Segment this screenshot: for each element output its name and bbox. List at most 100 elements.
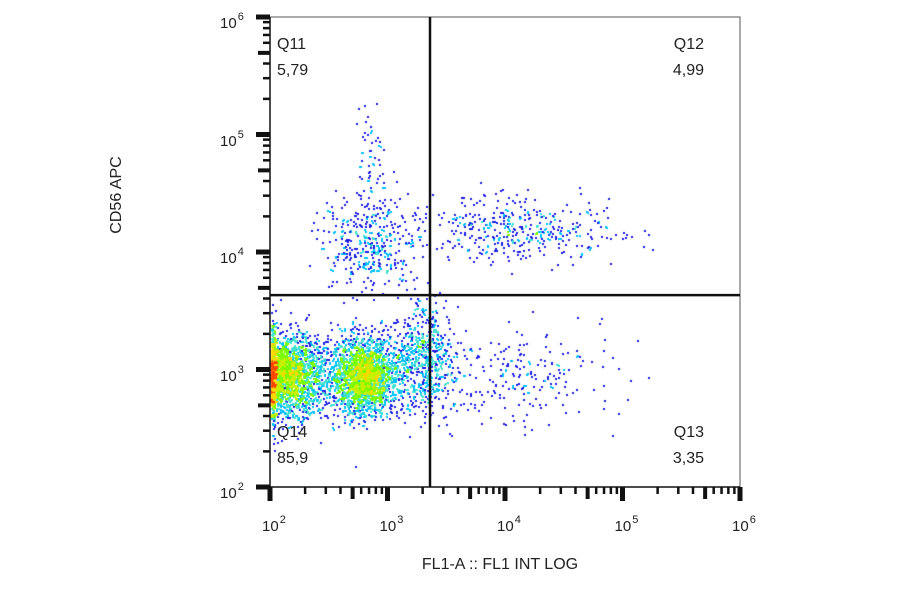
quadrant-name: Q13 [673, 424, 704, 441]
x-minor-tick [339, 487, 342, 494]
y-major-tick [256, 132, 270, 137]
quadrant-percent: 85,9 [277, 450, 309, 467]
x-minor-tick [367, 487, 371, 494]
y-minor-tick [263, 429, 270, 432]
x-axis-label: FL1-A :: FL1 INT LOG [421, 556, 579, 573]
x-minor-tick [380, 487, 384, 494]
x-tick-label: 104 [497, 514, 521, 535]
x-tick-label: 105 [614, 514, 639, 535]
quadrant-percent: 5,79 [277, 62, 309, 79]
y-minor-tick [258, 285, 270, 290]
x-major-tick [620, 487, 625, 501]
y-minor-tick [263, 76, 270, 80]
y-major-tick [256, 14, 270, 20]
y-minor-tick [263, 179, 270, 183]
y-minor-tick [263, 311, 270, 315]
y-minor-tick [263, 414, 270, 418]
y-minor-tick [263, 297, 270, 300]
x-major-tick [267, 487, 273, 501]
y-minor-tick [263, 144, 270, 147]
x-minor-tick [485, 487, 488, 494]
quadrant-name: Q11 [277, 36, 307, 53]
x-minor-tick [456, 487, 460, 494]
x-minor-tick [350, 487, 355, 499]
x-minor-tick [477, 487, 480, 494]
y-minor-tick [263, 20, 270, 24]
y-tick-label: 105 [220, 128, 244, 150]
x-minor-tick [594, 487, 598, 494]
y-minor-tick [263, 268, 270, 272]
x-tick-label: 103 [379, 514, 404, 535]
quadrant-name: Q14 [277, 424, 308, 441]
y-tick-label: 106 [220, 11, 244, 32]
quadrant-q14: Q14 85,9 [277, 423, 308, 469]
y-minor-tick [263, 41, 270, 45]
y-axis-label: CD56 APC [108, 156, 125, 234]
y-minor-tick [263, 215, 270, 218]
y-minor-tick [263, 450, 270, 453]
x-minor-tick [303, 487, 307, 494]
y-minor-tick [263, 97, 270, 101]
y-major-tick [256, 484, 270, 490]
y-minor-tick [258, 50, 270, 55]
y-tick-label: 104 [220, 246, 244, 267]
x-minor-tick [727, 487, 730, 494]
y-minor-tick [263, 159, 270, 162]
x-minor-tick [538, 487, 542, 494]
x-minor-tick [492, 487, 495, 494]
x-minor-tick [421, 487, 424, 494]
y-minor-tick [263, 379, 270, 382]
x-minor-tick [585, 487, 590, 499]
x-minor-tick [574, 487, 577, 494]
quadrant-name: Q12 [673, 36, 704, 53]
y-major-tick [256, 367, 270, 372]
x-tick-label: 106 [732, 514, 756, 535]
x-major-tick [737, 487, 743, 501]
x-minor-tick [656, 487, 659, 494]
x-minor-tick [615, 487, 619, 494]
x-major-tick [502, 487, 508, 501]
y-minor-tick [263, 332, 270, 336]
y-minor-tick [263, 26, 270, 30]
y-minor-tick [258, 168, 270, 173]
x-tick-label: 102 [262, 514, 286, 535]
quadrant-percent: 4,99 [672, 62, 704, 79]
y-tick-label: 102 [220, 481, 244, 502]
y-major-tick [256, 249, 270, 255]
quadrant-q13: Q13 3,35 [640, 423, 704, 469]
x-minor-tick [720, 487, 723, 494]
x-minor-tick [468, 487, 473, 499]
x-minor-tick [733, 487, 736, 494]
y-minor-tick [263, 394, 270, 397]
y-minor-tick [258, 403, 270, 408]
x-minor-tick [677, 487, 680, 494]
x-minor-tick [691, 487, 695, 494]
x-major-tick [385, 487, 390, 501]
y-minor-tick [263, 194, 270, 197]
x-minor-tick [703, 487, 708, 499]
y-minor-tick [263, 151, 270, 154]
y-minor-tick [263, 62, 270, 65]
quadrant-q12: Q12 4,99 [640, 35, 704, 81]
y-minor-tick [263, 261, 270, 265]
y-minor-tick [263, 276, 270, 280]
y-minor-tick [263, 138, 270, 141]
x-minor-tick [324, 487, 328, 494]
y-minor-tick [263, 33, 270, 37]
quadrant-q11: Q11 5,79 [277, 35, 308, 81]
x-minor-tick [359, 487, 363, 494]
x-minor-tick [559, 487, 563, 494]
y-minor-tick [263, 255, 270, 259]
x-minor-tick [498, 487, 501, 494]
x-minor-tick [602, 487, 606, 494]
x-minor-tick [609, 487, 613, 494]
x-minor-tick [712, 487, 715, 494]
y-minor-tick [263, 373, 270, 376]
x-minor-tick [442, 487, 445, 494]
y-tick-label: 103 [220, 363, 244, 385]
x-minor-tick [374, 487, 378, 494]
plot-frame [269, 16, 741, 488]
y-minor-tick [263, 386, 270, 389]
